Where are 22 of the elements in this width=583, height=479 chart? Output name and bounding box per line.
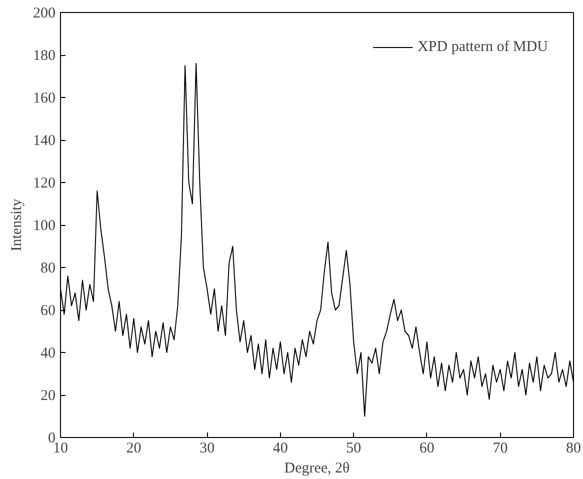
- x-tick-label: 70: [492, 440, 508, 456]
- y-tick-label: 180: [33, 48, 56, 64]
- x-tick-label: 80: [566, 440, 581, 456]
- legend-label: XPD pattern of MDU: [418, 38, 548, 56]
- x-tick-label: 40: [272, 440, 288, 456]
- x-tick-label: 50: [346, 440, 362, 456]
- y-tick-label: 120: [33, 176, 56, 192]
- y-tick-label: 80: [40, 260, 56, 276]
- x-tick-label: 10: [53, 440, 68, 456]
- y-tick-label: 20: [40, 388, 56, 404]
- y-tick-label: 40: [40, 346, 56, 362]
- y-tick-label: 100: [33, 218, 56, 234]
- x-tick-label: 20: [126, 440, 142, 456]
- y-tick-label: 160: [33, 90, 56, 106]
- x-tick-label: 60: [419, 440, 434, 456]
- x-axis-title: Degree, 2θ: [284, 460, 350, 476]
- y-tick-label: 200: [33, 6, 56, 22]
- y-tick-label: 0: [48, 430, 56, 446]
- x-tick-label: 30: [200, 440, 215, 456]
- y-axis-title: Intensity: [9, 198, 25, 252]
- y-tick-label: 140: [33, 133, 56, 149]
- y-tick-label: 60: [40, 303, 56, 319]
